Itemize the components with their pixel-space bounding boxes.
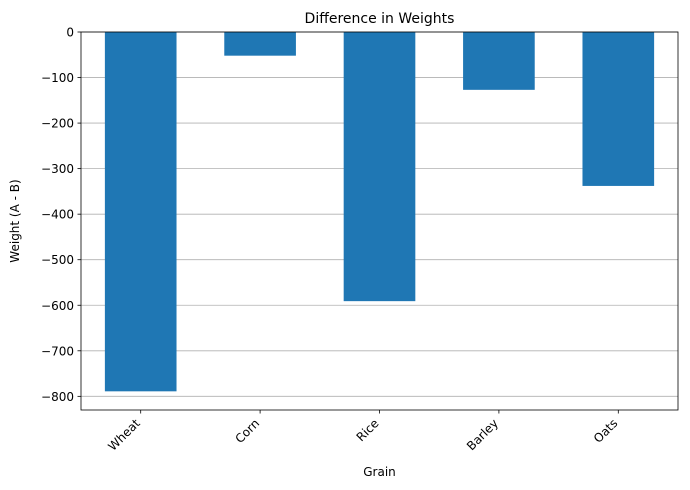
bars <box>104 32 655 392</box>
y-tick-label: −200 <box>41 117 74 131</box>
x-tick-label: Rice <box>354 416 382 444</box>
bar-corn <box>224 32 296 56</box>
y-tick-label: −700 <box>41 344 74 358</box>
x-axis-label: Grain <box>363 465 396 479</box>
y-axis-label: Weight (A - B) <box>8 179 22 262</box>
bar-oats <box>582 32 655 186</box>
y-tick-label: −500 <box>41 253 74 267</box>
y-tick-label: −300 <box>41 162 74 176</box>
y-tick-label: −100 <box>41 71 74 85</box>
chart-title: Difference in Weights <box>305 11 455 27</box>
y-tick-label: −800 <box>41 390 74 404</box>
x-tick-label: Barley <box>464 416 501 453</box>
y-tick-label: 0 <box>66 26 74 40</box>
x-tick-label: Oats <box>591 416 621 446</box>
x-tick-label: Corn <box>232 416 262 446</box>
x-tick-label: Wheat <box>105 416 143 454</box>
bar-rice <box>343 32 416 302</box>
y-tick-label: −600 <box>41 299 74 313</box>
bar-barley <box>463 32 535 90</box>
bar-wheat <box>104 32 177 392</box>
y-tick-label: −400 <box>41 208 74 222</box>
